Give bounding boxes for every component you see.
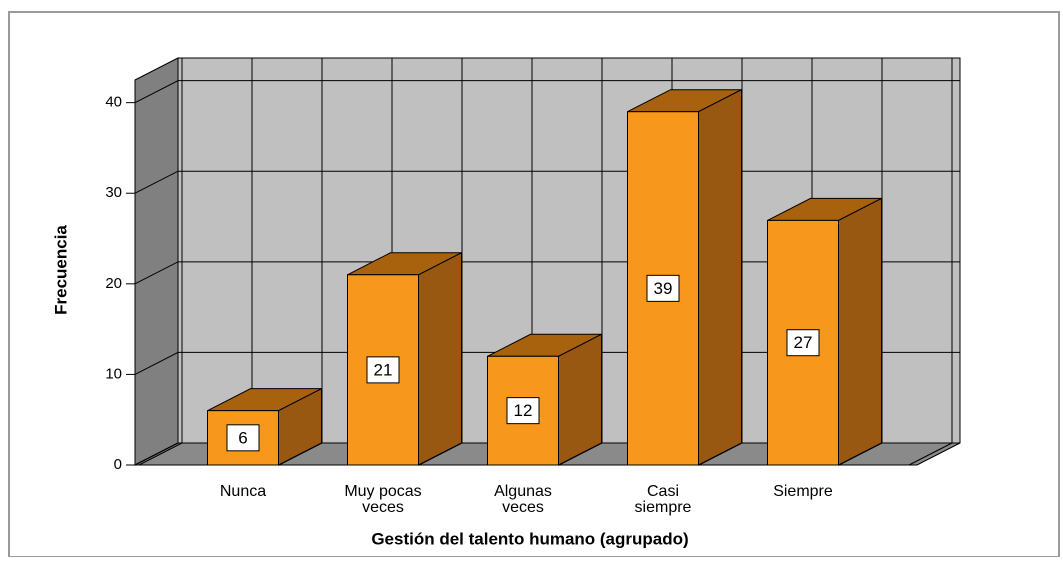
- value-label: 39: [654, 279, 673, 298]
- value-label-box: [506, 397, 540, 425]
- x-tick-label: Algunas veces: [494, 483, 552, 516]
- y-tick-label: 0: [114, 456, 122, 473]
- value-label: 21: [374, 360, 393, 379]
- bar-side: [558, 333, 602, 466]
- y-axis-title: Frecuencia: [51, 225, 70, 315]
- value-label-box: [786, 329, 820, 357]
- x-axis-title: Gestión del talento humano (agrupado): [371, 529, 688, 548]
- x-tick-label: Casi siempre: [635, 483, 692, 516]
- x-tick-label: Muy pocas veces: [344, 483, 421, 516]
- y-tick-label: 20: [105, 275, 122, 292]
- value-label-box: [226, 424, 260, 452]
- bar-side: [418, 251, 462, 466]
- y-tick-label: 40: [105, 94, 122, 111]
- x-tick-label: Nunca: [220, 483, 266, 500]
- floor-line: [908, 442, 953, 466]
- grid-line: [134, 80, 960, 104]
- value-label: 27: [794, 333, 813, 352]
- bar-side: [838, 197, 882, 466]
- floor-line: [138, 442, 183, 466]
- value-label: 12: [514, 401, 533, 420]
- value-label-box: [646, 274, 680, 302]
- x-tick-label: Siempre: [773, 483, 833, 500]
- left-wall: [134, 57, 179, 466]
- bar: [347, 274, 419, 466]
- value-label: 6: [238, 428, 247, 447]
- value-label-box: [366, 356, 400, 384]
- y-tick-label: 10: [105, 365, 122, 382]
- bar-side: [698, 88, 742, 466]
- y-tick-label: 30: [105, 184, 122, 201]
